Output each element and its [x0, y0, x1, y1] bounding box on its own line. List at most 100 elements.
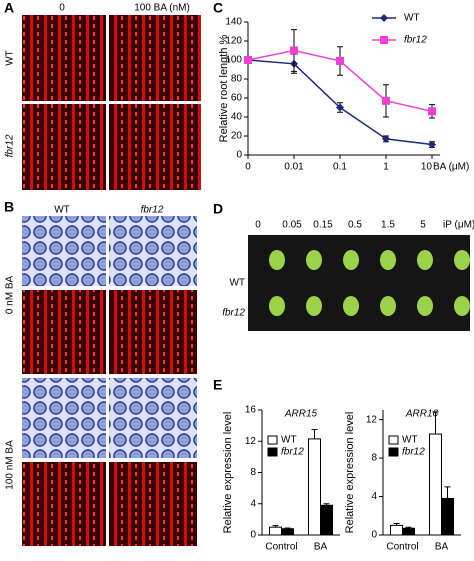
y-tick-label: 8 [250, 467, 256, 478]
bar [390, 524, 403, 536]
bar [269, 526, 282, 536]
x-tick-label: Control [386, 542, 418, 553]
legend-label: WT [402, 435, 418, 446]
marker [382, 96, 390, 105]
micrograph [109, 378, 197, 458]
y-tick-label: 120 [225, 36, 242, 47]
micrograph [109, 15, 201, 101]
micrograph [22, 290, 106, 374]
column-label: 0 [255, 220, 261, 231]
x-tick-label: 1 [383, 162, 389, 173]
y-axis-label: Relative expression level [222, 412, 234, 534]
x-axis-label: BA (μM) [433, 162, 469, 173]
y-tick-label: 0 [371, 530, 377, 541]
column-label: 0 [59, 3, 65, 14]
column-label: 100 BA (nM) [134, 3, 190, 14]
column-label: 5 [420, 220, 426, 231]
micrograph [22, 216, 106, 286]
panel-label: C [213, 0, 223, 16]
column-label: 0.05 [282, 220, 302, 231]
row-label: 0 nM BA [5, 276, 16, 315]
panel-label: D [213, 201, 223, 217]
legend-marker [380, 36, 388, 44]
chart-title: ARR15 [284, 409, 318, 420]
legend-label: WT [404, 13, 420, 24]
y-tick-label: 80 [231, 74, 243, 85]
error-bar [432, 411, 439, 435]
column-label: 0.15 [313, 220, 333, 231]
marker [244, 56, 252, 64]
error-bar [405, 526, 412, 529]
bar [429, 433, 442, 536]
bar [308, 438, 321, 536]
legend-label: WT [281, 435, 297, 446]
panel-e: E [213, 377, 222, 393]
y-axis-label: Relative expression level [344, 412, 356, 534]
y-tick-label: 16 [245, 405, 257, 416]
error-bar [393, 522, 400, 526]
y-tick-label: 100 [225, 55, 242, 66]
marker [336, 103, 344, 112]
panel-d: D WT fbr12 iP (μM) [213, 201, 474, 331]
error-bar [311, 429, 318, 439]
bar [320, 504, 333, 536]
x-tick-label: Control [265, 542, 297, 553]
micrograph [109, 216, 197, 286]
x-tick-label: 10 [421, 162, 433, 173]
micrograph [22, 378, 106, 458]
micrograph [109, 290, 197, 374]
bar [281, 528, 294, 536]
unit-label: iP (μM) [443, 220, 474, 231]
y-tick-label: 8 [371, 453, 377, 464]
marker [336, 56, 344, 65]
y-tick-label: 4 [371, 491, 377, 502]
bar [402, 527, 415, 536]
y-tick-label: 0 [250, 530, 256, 541]
marker [428, 107, 436, 116]
micrograph [109, 104, 201, 190]
error-bar [272, 525, 279, 528]
y-tick-label: 0 [236, 150, 242, 161]
bar [441, 497, 454, 536]
legend-marker [380, 14, 388, 22]
column-label: 0.5 [348, 220, 362, 231]
marker [382, 134, 390, 143]
marker [428, 140, 436, 149]
micrograph [22, 104, 106, 190]
micrograph [109, 462, 197, 546]
column-label: fbr12 [141, 205, 164, 216]
panel-c: C [213, 0, 223, 16]
y-tick-label: 4 [250, 498, 256, 509]
legend-swatch [388, 435, 399, 445]
legend-swatch [267, 435, 278, 445]
column-label: 1.5 [381, 220, 395, 231]
legend-swatch [388, 447, 399, 457]
x-tick-label: BA [435, 542, 449, 553]
y-tick-label: 12 [366, 414, 378, 425]
legend-label: fbr12 [404, 35, 427, 46]
column-label: WT [54, 205, 70, 216]
micrograph [22, 15, 106, 101]
legend-label: fbr12 [281, 447, 304, 458]
x-tick-label: 0.01 [284, 162, 304, 173]
legend-label: fbr12 [402, 447, 425, 458]
y-tick-label: 40 [231, 112, 243, 123]
panel-label: B [4, 199, 14, 215]
row-label: 100 nM BA [5, 440, 16, 490]
x-tick-label: 0 [245, 162, 251, 173]
chart-title: ARR16 [405, 409, 439, 420]
error-bar [444, 486, 451, 499]
y-tick-label: 12 [245, 436, 257, 447]
y-tick-label: 60 [231, 93, 243, 104]
y-axis-label: Relative root length % [218, 34, 230, 142]
panel-b: B WT fbr12 0 nM BA 100 nM BA [4, 199, 197, 546]
x-tick-label: BA [314, 542, 328, 553]
photo [248, 235, 470, 331]
row-label: fbr12 [222, 308, 245, 319]
y-tick-label: 20 [231, 131, 243, 142]
row-label: fbr12 [5, 134, 16, 157]
row-label: WT [229, 278, 245, 289]
micrograph [22, 462, 106, 546]
panel-label: A [4, 0, 14, 16]
